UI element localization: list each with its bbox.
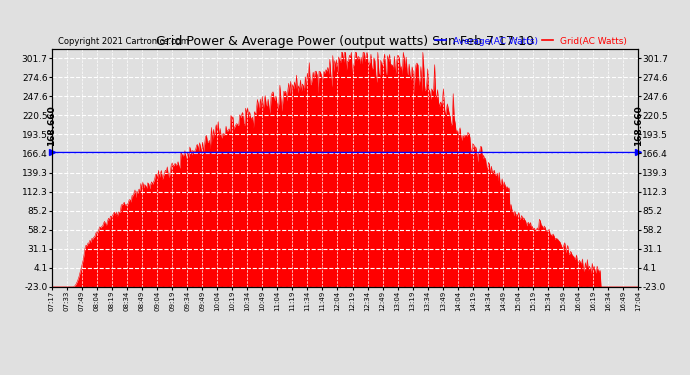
Title: Grid Power & Average Power (output watts) Sun Feb 7 17:10: Grid Power & Average Power (output watts… [156,34,534,48]
Legend: Average(AC Watts), Grid(AC Watts): Average(AC Watts), Grid(AC Watts) [431,33,631,49]
Text: Copyright 2021 Cartronics.com: Copyright 2021 Cartronics.com [58,38,188,46]
Text: 168.660: 168.660 [633,105,643,146]
Text: 168.660: 168.660 [47,105,57,146]
